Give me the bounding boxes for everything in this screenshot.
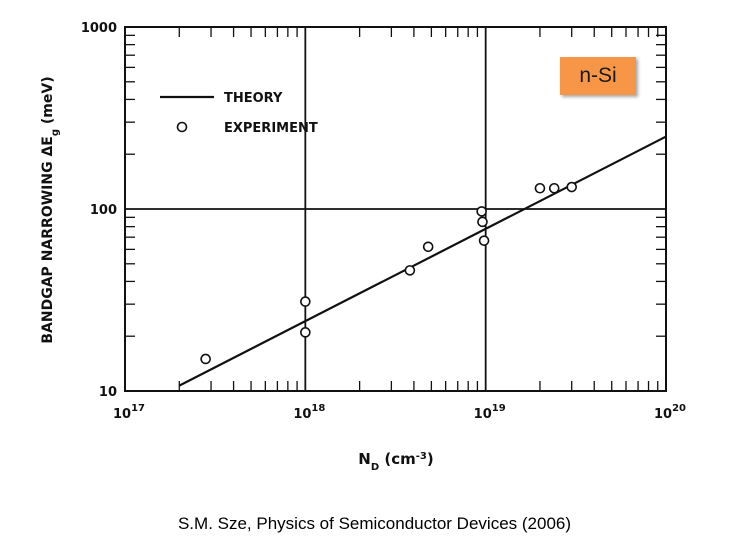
figure-caption: S.M. Sze, Physics of Semiconductor Devic… — [177, 514, 572, 533]
x-axis-label-unit: (cm — [379, 450, 416, 468]
experiment-point — [476, 206, 487, 217]
chart-canvas: 1017 1018 1019 1020 10 100 1000 THEORY EXPERIME… — [40, 21, 686, 473]
experiment-point — [477, 216, 488, 228]
bandgap-narrowing-chart: 1017 1018 1019 1020 10 100 1000 THEORY EXPERIME… — [40, 21, 686, 473]
experiment-point — [566, 181, 578, 193]
y-axis-label-unit: (meV) — [40, 76, 56, 129]
experiment-point — [200, 353, 211, 365]
legend-label-theory: THEORY — [224, 91, 283, 106]
experiment-point — [404, 265, 416, 276]
material-badge: n-Si — [560, 57, 636, 95]
experiment-point — [478, 235, 490, 246]
x-tick-label: 1020 — [654, 403, 686, 422]
x-axis-label-close: ) — [427, 450, 434, 468]
y-axis-label: BANDGAP NARROWING ΔEg (meV) — [40, 76, 61, 343]
legend-label-experiment: EXPERIMENT — [224, 121, 318, 136]
chart-series — [178, 135, 667, 387]
x-tick-label: 1019 — [474, 403, 506, 422]
chart-legend: THEORY EXPERIMENT — [160, 91, 318, 136]
x-tick-label: 1017 — [113, 403, 145, 422]
experiment-point — [534, 182, 546, 194]
x-axis-label: ND (cm-3) — [358, 450, 433, 473]
theory-line — [178, 135, 667, 387]
y-axis-label-sub: g — [50, 129, 61, 136]
x-axis-label-sub: D — [371, 462, 379, 473]
y-tick-label: 10 — [99, 385, 117, 400]
x-axis-label-main: N — [358, 450, 371, 468]
experiment-point — [300, 296, 311, 307]
experiment-point — [300, 327, 311, 338]
y-tick-label: 100 — [90, 203, 117, 218]
y-axis-label-main: BANDGAP NARROWING ΔE — [40, 136, 56, 343]
experiment-point — [422, 241, 434, 253]
x-tick-label: 1018 — [293, 403, 325, 422]
tick-labels: 1017 1018 1019 1020 10 100 1000 — [81, 21, 686, 422]
legend-circle-swatch — [176, 121, 188, 133]
experiment-point — [548, 182, 560, 194]
plot-frame — [124, 26, 667, 392]
x-axis-label-exp: -3 — [416, 451, 427, 462]
y-tick-label: 1000 — [81, 21, 117, 36]
chart-ticks — [125, 27, 666, 391]
